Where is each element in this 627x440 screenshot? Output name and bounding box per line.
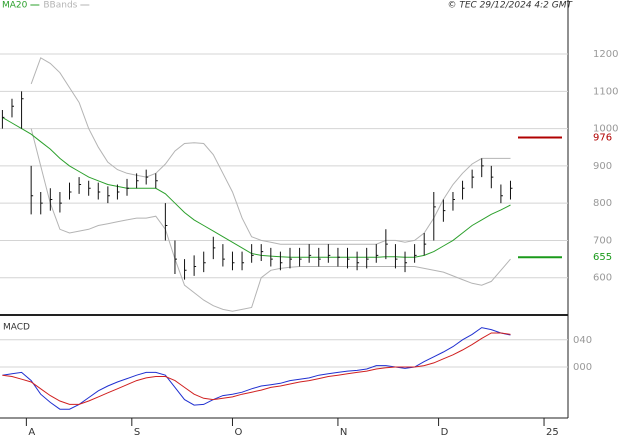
price-bar <box>97 182 101 200</box>
copyright: © TEC 29/12/2024 4:2 GMT <box>447 1 573 11</box>
x-tick-label: A <box>28 427 35 438</box>
y2-tick-label: 040 <box>573 335 592 346</box>
bband-lower <box>30 128 511 312</box>
y-tick-label: 600 <box>593 273 612 284</box>
price-bar <box>442 199 446 222</box>
price-bar <box>481 158 484 178</box>
price-bar <box>126 178 130 196</box>
y-tick-label: 1100 <box>593 86 618 97</box>
price-bar <box>88 180 91 196</box>
price-bar <box>299 247 302 267</box>
price-bar <box>423 232 427 256</box>
price-bar <box>49 188 53 211</box>
price-bar <box>116 184 120 200</box>
price-bar <box>366 247 369 269</box>
macd-line <box>2 327 511 410</box>
price-bar <box>145 169 149 185</box>
level-label: 976 <box>593 133 612 144</box>
bband-upper <box>30 57 511 245</box>
level-label: 655 <box>593 252 612 263</box>
y-tick-label: 1200 <box>593 49 618 60</box>
price-bar <box>327 244 331 263</box>
price-bar <box>347 247 350 269</box>
price-bar <box>433 191 436 241</box>
price-bar <box>11 98 14 118</box>
price-bar <box>452 191 455 211</box>
price-bar <box>30 165 34 215</box>
x-tick-label: 25 <box>546 427 559 438</box>
price-bar <box>78 177 82 194</box>
price-bar <box>308 244 312 263</box>
y-tick-label: 1000 <box>593 124 618 135</box>
price-bar <box>394 244 398 269</box>
legend-label: BBands <box>43 1 77 11</box>
price-bar <box>21 91 24 129</box>
price-bar <box>509 180 513 200</box>
price-bar <box>318 247 321 267</box>
price-bar <box>500 184 503 204</box>
price-bar <box>490 165 494 189</box>
price-bar <box>471 169 475 189</box>
price-bar <box>184 259 187 280</box>
legend-label: MA20 <box>2 1 28 11</box>
y-tick-label: 800 <box>593 198 612 209</box>
x-tick-label: S <box>134 427 140 438</box>
x-tick-label: O <box>234 427 242 438</box>
price-bar <box>231 251 235 271</box>
price-bar <box>174 240 177 274</box>
price-bar <box>164 203 168 241</box>
price-bar <box>270 247 273 267</box>
y-tick-label: 700 <box>593 235 612 246</box>
ma20-line <box>2 116 511 258</box>
macd-title: MACD <box>3 323 30 333</box>
price-bar <box>69 182 72 200</box>
price-bar <box>193 255 197 276</box>
price-bar <box>337 247 340 267</box>
price-bar <box>40 191 43 215</box>
price-bar <box>59 191 62 213</box>
price-bar <box>155 173 158 189</box>
price-bar <box>222 244 225 267</box>
price-bar <box>289 247 292 269</box>
x-tick-label: D <box>441 427 449 438</box>
price-bar <box>375 244 379 263</box>
price-bar <box>385 229 388 260</box>
price-bar <box>241 251 245 271</box>
price-bar <box>404 251 408 273</box>
y2-tick-label: 000 <box>573 362 592 373</box>
price-bar <box>414 244 417 263</box>
price-bar <box>462 180 465 200</box>
price-bar <box>260 244 264 261</box>
price-bar <box>212 236 216 260</box>
price-bar <box>136 173 139 189</box>
price-bar <box>107 186 110 204</box>
price-bar <box>356 251 360 271</box>
y-tick-label: 900 <box>593 161 612 172</box>
macd-line <box>2 332 511 405</box>
price-bar <box>1 109 5 129</box>
x-tick-label: N <box>340 427 347 438</box>
price-bar <box>251 244 254 263</box>
price-bar <box>279 251 283 271</box>
price-bar <box>203 251 206 273</box>
